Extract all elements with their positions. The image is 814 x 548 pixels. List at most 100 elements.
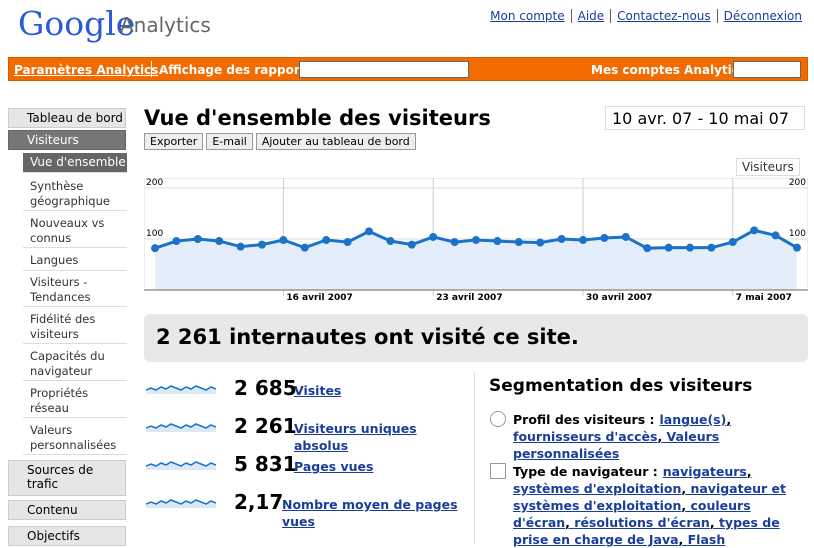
segment-icon bbox=[490, 463, 506, 479]
point bbox=[579, 236, 587, 245]
top-link[interactable]: Contactez-nous bbox=[610, 9, 717, 23]
stat-value: 2 685 bbox=[234, 376, 297, 400]
y-tick-label: 100 bbox=[146, 229, 163, 239]
nav-subitem[interactable]: Synthèse géographique bbox=[23, 177, 127, 211]
stat-value: 2,17 bbox=[234, 490, 284, 514]
sparkline bbox=[146, 461, 216, 470]
nav-subitem[interactable]: Vue d'ensemble bbox=[23, 153, 127, 173]
stat-link[interactable]: Nombre moyen de pages vues bbox=[282, 497, 458, 529]
point bbox=[215, 237, 224, 246]
sparkline-line bbox=[146, 499, 216, 505]
summary: 2 261 internautes ont visité ce site. bbox=[144, 314, 808, 362]
nav-subitem[interactable]: Capacités du navigateur bbox=[23, 347, 127, 381]
y-tick-label: 200 bbox=[146, 178, 163, 188]
point bbox=[536, 238, 545, 247]
segment-label: Profil des visiteurs : bbox=[513, 412, 655, 427]
metric-select[interactable]: Visiteurs bbox=[736, 158, 800, 176]
stat-link[interactable]: Pages vues bbox=[294, 459, 374, 474]
accounts-label: Mes comptes Analytics : bbox=[591, 63, 755, 77]
nav-item[interactable]: Contenu bbox=[8, 500, 126, 520]
logo: Google bbox=[18, 4, 136, 43]
stat-link[interactable]: Visites bbox=[294, 383, 342, 398]
point bbox=[365, 227, 373, 236]
x-tick-label: 7 mai 2007 bbox=[736, 293, 792, 303]
nav-subitem[interactable]: Visiteurs - Tendances bbox=[23, 273, 127, 307]
nav-item[interactable]: Objectifs bbox=[8, 526, 126, 546]
segment-link[interactable]: systèmes d'exploitation bbox=[513, 481, 690, 496]
date-range[interactable]: 10 avr. 07 - 10 mai 07 bbox=[605, 106, 805, 130]
page-title: Vue d'ensemble des visiteurs bbox=[144, 106, 491, 130]
segment-group: Type de navigateur : navigateurs systèmes … bbox=[513, 463, 793, 548]
y-tick-label: 100 bbox=[789, 229, 806, 239]
point bbox=[750, 226, 759, 235]
nav-subitem[interactable]: Langues bbox=[23, 251, 127, 271]
x-tick-label: 16 avril 2007 bbox=[286, 293, 352, 303]
accounts-select[interactable] bbox=[733, 61, 801, 78]
button[interactable]: E-mail bbox=[206, 133, 253, 150]
nav-subitem[interactable]: Fidélité des visiteurs bbox=[23, 310, 127, 344]
top-link[interactable]: Mon compte bbox=[490, 9, 565, 23]
stat-value: 5 831 bbox=[234, 452, 297, 476]
point bbox=[429, 232, 438, 241]
segment-link[interactable]: Valeurs personnalisées bbox=[513, 429, 720, 461]
button[interactable]: Ajouter au tableau de bord bbox=[255, 133, 416, 150]
nav-subitem[interactable]: Valeurs personnalisées bbox=[23, 421, 127, 455]
sparkline-line bbox=[146, 385, 216, 391]
segment-link[interactable]: résolutions d'écran bbox=[574, 515, 719, 530]
settings-link[interactable]: Paramètres Analytics bbox=[14, 63, 159, 77]
point bbox=[793, 243, 801, 252]
point bbox=[322, 236, 331, 245]
point bbox=[193, 235, 202, 243]
point bbox=[493, 237, 502, 246]
segment-group: Profil des visiteurs : langue(s) fournisse… bbox=[513, 411, 793, 462]
nav-subitem[interactable]: Propriétés réseau bbox=[23, 384, 127, 418]
product: Analytics bbox=[120, 13, 211, 37]
point bbox=[236, 242, 245, 251]
stat-link[interactable]: Visiteurs uniques absolus bbox=[294, 421, 417, 453]
point bbox=[300, 243, 309, 252]
sparkline bbox=[146, 385, 216, 394]
sparkline-line bbox=[146, 423, 216, 429]
top-links: Mon compte Aide Contactez-nous Déconnexion bbox=[484, 9, 808, 23]
point bbox=[728, 238, 737, 247]
point bbox=[643, 244, 652, 253]
segment-links: langue(s) fournisseurs d'accèsValeurs per… bbox=[513, 412, 731, 461]
nav-item[interactable]: Sources de trafic bbox=[8, 460, 126, 496]
segment-link[interactable]: navigateurs bbox=[663, 464, 752, 479]
y-tick-label: 200 bbox=[789, 178, 806, 188]
point bbox=[621, 232, 630, 241]
point bbox=[664, 243, 673, 252]
buttons: Exporter E-mail Ajouter au tableau de bord bbox=[144, 133, 419, 150]
segmentation-title: Segmentation des visiteurs bbox=[489, 376, 753, 396]
point bbox=[707, 243, 716, 252]
point bbox=[472, 236, 480, 245]
point bbox=[450, 238, 459, 247]
point bbox=[386, 237, 395, 246]
nav-item[interactable]: Tableau de bord bbox=[8, 108, 126, 128]
point bbox=[279, 236, 288, 245]
sparkline bbox=[146, 423, 216, 432]
segment-link[interactable]: Flash bbox=[687, 532, 726, 547]
point bbox=[686, 243, 694, 252]
stat-value: 2 261 bbox=[234, 414, 297, 438]
nav-subitem[interactable]: Nouveaux vs connus bbox=[23, 214, 127, 248]
x-tick-label: 30 avril 2007 bbox=[586, 293, 652, 303]
button[interactable]: Exporter bbox=[144, 133, 204, 150]
reports-select[interactable] bbox=[299, 61, 469, 78]
nav-item[interactable]: Visiteurs bbox=[8, 130, 126, 150]
segment-label: Type de navigateur : bbox=[513, 464, 658, 479]
point bbox=[343, 238, 352, 247]
x-tick-label: 23 avril 2007 bbox=[436, 293, 502, 303]
top-link[interactable]: Aide bbox=[570, 9, 611, 23]
chart: 100 100 200 200 16 avril 2007 23 avril 2007 30… bbox=[144, 178, 808, 303]
reports-label: Affichage des rapports : bbox=[159, 63, 322, 77]
toolbar: Paramètres Analytics Affichage des rappo… bbox=[8, 57, 808, 81]
segment-link[interactable]: langue(s) bbox=[660, 412, 732, 427]
segment-icon bbox=[490, 411, 506, 427]
point bbox=[771, 231, 780, 240]
segment-link[interactable]: fournisseurs d'accès bbox=[513, 429, 667, 444]
point bbox=[151, 244, 159, 253]
top-link[interactable]: Déconnexion bbox=[716, 9, 808, 23]
point bbox=[258, 240, 266, 249]
